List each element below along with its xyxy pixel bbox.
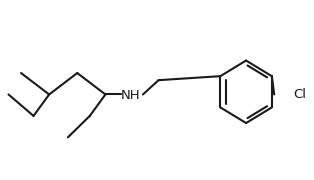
Text: NH: NH: [121, 89, 140, 102]
Text: Cl: Cl: [293, 88, 306, 101]
